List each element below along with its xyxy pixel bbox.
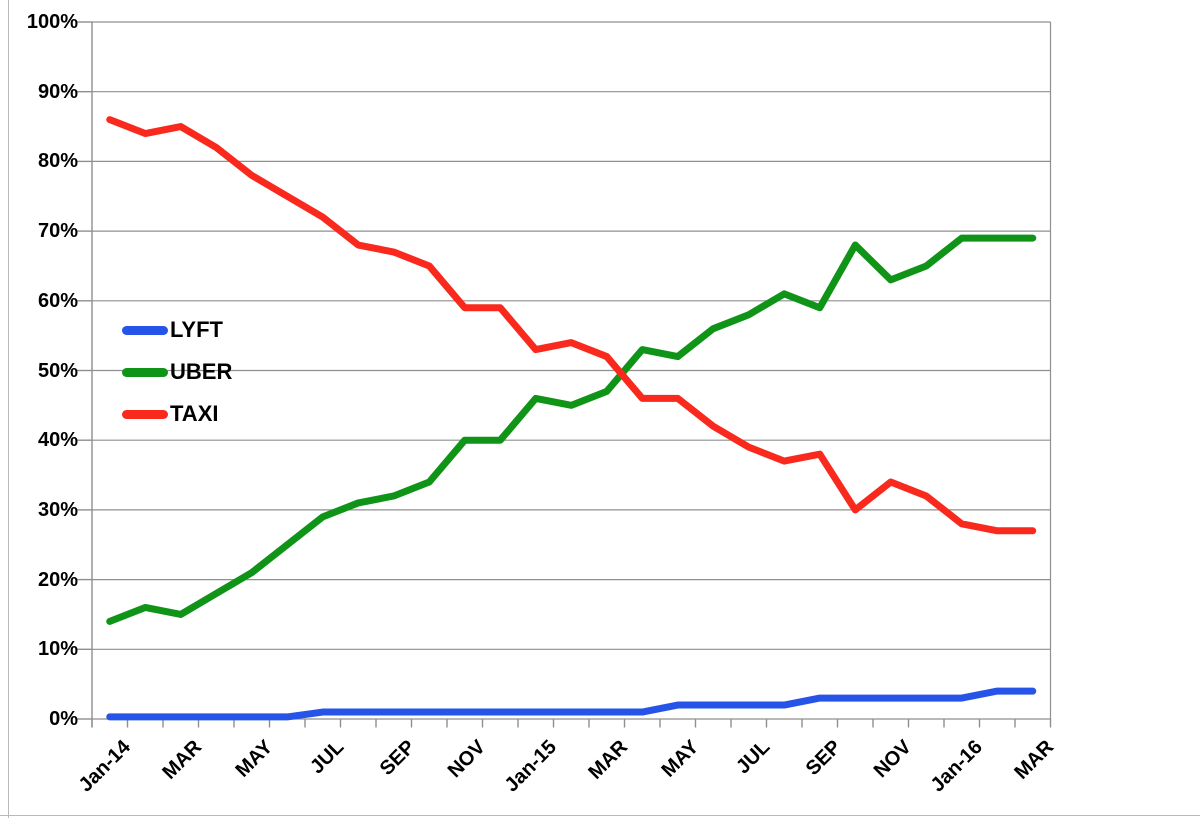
legend-item-taxi: TAXI — [122, 399, 232, 429]
legend-item-lyft: LYFT — [122, 315, 232, 345]
series-line-taxi — [106, 116, 1037, 535]
y-tick-label: 80% — [37, 150, 78, 173]
y-tick-label: 0% — [49, 708, 78, 730]
y-tick-label: 20% — [37, 568, 78, 591]
legend-label: LYFT — [170, 317, 223, 342]
legend: LYFT UBER TAXI — [122, 315, 232, 441]
y-tick-label: 30% — [37, 498, 78, 521]
series-line-lyft — [106, 687, 1037, 721]
y-tick-label: 40% — [37, 429, 78, 452]
page-bottom-border — [0, 815, 1200, 816]
legend-label: UBER — [170, 359, 233, 384]
page-left-border — [8, 0, 9, 818]
legend-swatch-uber — [122, 367, 168, 377]
legend-swatch-taxi — [122, 409, 168, 419]
y-tick-label: 90% — [37, 80, 78, 103]
legend-label: TAXI — [170, 401, 219, 426]
legend-item-uber: UBER — [122, 357, 232, 387]
y-tick-label: 70% — [37, 220, 78, 243]
series-line-uber — [106, 234, 1037, 625]
y-tick-label: 60% — [37, 289, 78, 312]
y-tick-label: 50% — [37, 359, 78, 382]
legend-swatch-lyft — [122, 325, 168, 335]
y-tick-label: 10% — [37, 638, 78, 661]
y-tick-label: 100% — [26, 11, 78, 33]
